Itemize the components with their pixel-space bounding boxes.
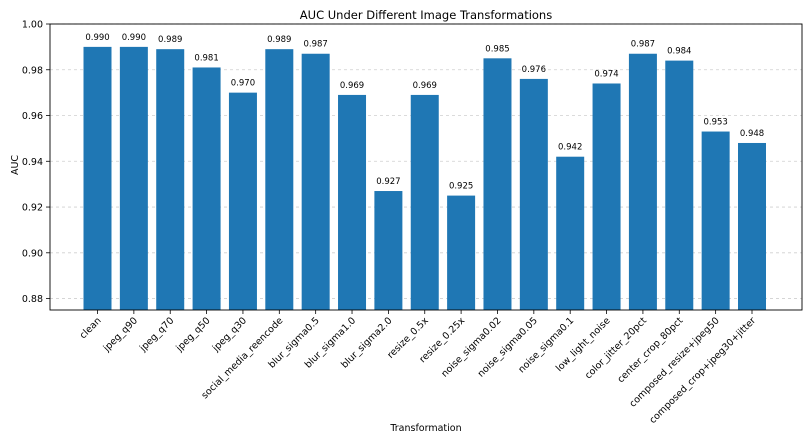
bar [119,46,148,310]
bar-value-label: 0.984 [667,47,691,57]
bar-value-label: 0.987 [631,40,655,50]
bar-value-label: 0.948 [740,129,764,139]
chart-title: AUC Under Different Image Transformation… [300,8,552,22]
bar [447,195,476,310]
bar [738,142,766,310]
x-axis: cleanjpeg_q90jpeg_q70jpeg_q50jpeg_q30soc… [78,310,758,426]
bar [519,78,548,310]
y-tick-label: 0.90 [22,248,43,259]
x-tick-label: color_jitter_20pct [583,315,649,381]
bar-value-label: 0.976 [522,65,546,75]
bar-value-label: 0.969 [413,81,437,91]
x-tick-label: jpeg_q90 [101,315,140,354]
bar [374,191,403,310]
plot-frame [49,23,803,311]
y-tick-label: 0.88 [22,294,43,305]
bar [483,58,512,310]
bar [228,92,257,310]
bar-value-label: 0.985 [485,44,509,54]
bar-value-label: 0.989 [267,35,291,45]
bar [556,156,585,310]
value-labels: 0.990 0.990 0.989 0.981 0.970 0.989 0.987 0.969… [85,33,764,192]
x-tick-label: jpeg_q50 [174,315,213,354]
bar [701,131,730,310]
bar [410,94,439,310]
bar [83,46,112,310]
bar-value-label: 0.987 [303,40,327,50]
bar-value-label: 0.942 [558,143,582,153]
bar [156,49,185,310]
bar-value-label: 0.927 [376,177,400,187]
bar [301,53,330,311]
bar-value-label: 0.970 [231,79,255,89]
y-tick-label: 1.00 [22,20,43,31]
bar [192,67,221,310]
bar [628,53,657,311]
bar-value-label: 0.981 [194,53,218,63]
y-tick-label: 0.92 [22,203,43,214]
bar [592,83,621,310]
y-tick-label: 0.96 [22,111,43,122]
bar-value-label: 0.989 [158,35,182,45]
x-axis-label: Transformation [389,423,461,432]
bar-value-label: 0.925 [449,182,473,192]
y-tick-label: 0.98 [22,65,43,76]
bar-value-label: 0.969 [340,81,364,91]
bar-value-label: 0.990 [85,33,109,43]
bar-value-label: 0.990 [122,33,146,43]
x-tick-label: center_crop_80pct [615,315,685,385]
bar-value-label: 0.974 [594,69,618,79]
bar [665,60,694,310]
y-tick-label: 0.94 [22,157,43,168]
x-tick-label: jpeg_q70 [137,315,176,354]
bars [83,46,766,311]
bar [338,94,367,310]
bar-value-label: 0.953 [703,118,727,128]
x-tick-label: clean [78,315,104,341]
y-axis-label: AUC [10,155,21,175]
y-axis: 0.88 0.90 0.92 0.94 0.96 0.98 1.00 [22,20,50,305]
bar [265,49,294,310]
